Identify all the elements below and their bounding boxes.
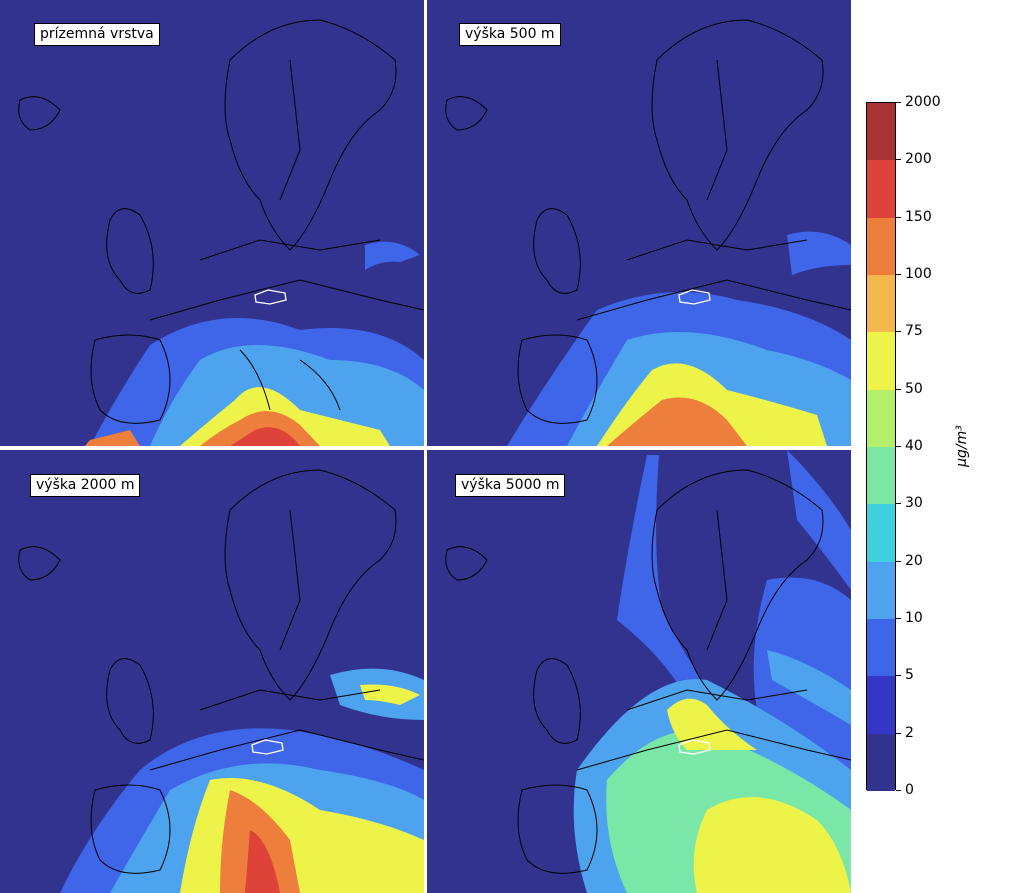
slovakia-outline xyxy=(678,289,711,305)
colorbar-tick-mark xyxy=(896,560,901,562)
colorbar-segment xyxy=(867,676,895,734)
colorbar-segment xyxy=(867,733,895,791)
colorbar-tick-mark xyxy=(896,790,901,791)
colorbar-tick-label: 150 xyxy=(905,208,932,225)
colorbar-tick-mark xyxy=(896,618,901,619)
coastlines xyxy=(445,19,851,424)
colorbar-segment xyxy=(867,103,895,161)
colorbar-segment xyxy=(867,447,895,505)
colorbar-segment xyxy=(867,160,895,218)
coastlines xyxy=(18,469,424,874)
colorbar-tick-label: 200 xyxy=(905,151,932,168)
colorbar xyxy=(866,102,896,791)
map-5000m xyxy=(445,450,851,893)
colorbar-segment xyxy=(867,389,895,447)
dust-plume xyxy=(85,241,424,446)
coastlines xyxy=(18,19,424,424)
colorbar-tick-mark xyxy=(896,503,901,505)
map-ground-layer xyxy=(18,19,424,446)
colorbar-tick-mark xyxy=(896,446,901,447)
map-panel-ground-layer: prízemná vrstva xyxy=(0,0,424,446)
map-panel-2000m: výška 2000 m xyxy=(0,450,424,893)
colorbar-tick-mark xyxy=(896,159,901,161)
colorbar-tick-label: 0 xyxy=(905,782,914,798)
dust-plume xyxy=(507,231,851,446)
colorbar-tick-label: 40 xyxy=(905,438,923,454)
colorbar-tick-mark xyxy=(896,274,901,275)
colorbar-tick-mark xyxy=(896,675,901,677)
colorbar-tick-label: 2 xyxy=(905,724,914,741)
colorbar-segment xyxy=(867,332,895,390)
colorbar-unit-label: μg/m³ xyxy=(954,425,970,467)
dust-plume xyxy=(573,450,851,893)
colorbar-segment xyxy=(867,217,895,275)
colorbar-segment xyxy=(867,275,895,333)
panel-label-500m: výška 500 m xyxy=(459,23,561,46)
colorbar-tick-label: 5 xyxy=(905,667,914,684)
panel-label-ground-layer: prízemná vrstva xyxy=(34,23,160,46)
panel-label-5000m: výška 5000 m xyxy=(455,474,566,497)
colorbar-segment xyxy=(867,561,895,619)
colorbar-segment xyxy=(867,619,895,677)
dust-plume xyxy=(60,668,424,893)
slovakia-outline xyxy=(678,739,711,755)
slovakia-outline xyxy=(254,289,287,305)
map-500m xyxy=(445,19,851,446)
colorbar-tick-label: 100 xyxy=(905,266,932,282)
colorbar-tick-mark xyxy=(896,732,901,734)
map-panel-500m: výška 500 m xyxy=(427,0,851,446)
colorbar-tick-label: 2000 xyxy=(905,94,941,110)
colorbar-segment xyxy=(867,504,895,562)
colorbar-tick-mark xyxy=(896,388,901,390)
colorbar-tick-label: 50 xyxy=(905,380,923,397)
coastlines xyxy=(445,469,851,874)
map-2000m xyxy=(18,469,424,893)
colorbar-tick-label: 75 xyxy=(905,323,923,340)
colorbar-tick-mark xyxy=(896,331,901,333)
colorbar-tick-label: 30 xyxy=(905,495,923,512)
colorbar-tick-mark xyxy=(896,102,901,103)
colorbar-tick-label: 10 xyxy=(905,610,923,626)
colorbar-tick-mark xyxy=(896,216,901,218)
slovakia-outline xyxy=(251,739,284,755)
colorbar-tick-label: 20 xyxy=(905,552,923,569)
map-panel-5000m: výška 5000 m xyxy=(427,450,851,893)
panel-label-2000m: výška 2000 m xyxy=(30,474,141,497)
